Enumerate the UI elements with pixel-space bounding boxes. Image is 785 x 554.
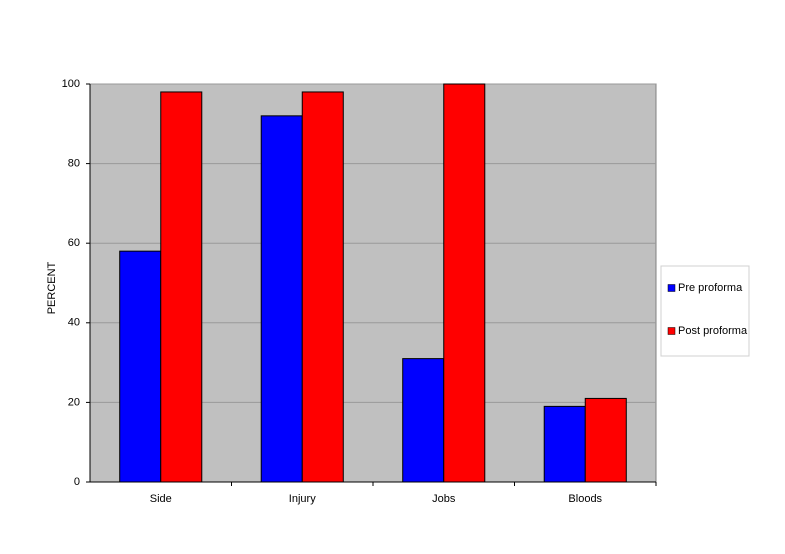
legend-swatch [667,284,676,292]
x-tick-label: Side [150,493,172,505]
legend-label: Post proforma [678,325,748,337]
bar [160,91,203,483]
y-tick-label: 100 [62,78,80,90]
bar [584,397,627,483]
x-tick-label: Injury [289,493,316,505]
legend-swatch [667,327,676,335]
bar [260,115,303,483]
bar [119,250,162,483]
bar [543,405,586,483]
legend [660,265,750,357]
y-tick-label: 0 [74,476,80,488]
bar [301,91,344,483]
x-tick-label: Jobs [432,493,456,505]
bar [402,358,445,483]
y-tick-label: 60 [68,237,80,249]
y-axis-label: PERCENT [46,261,58,314]
bar [443,83,486,483]
y-tick-label: 80 [68,158,80,170]
x-tick-label: Bloods [568,493,602,505]
legend-label: Pre proforma [678,282,743,294]
y-tick-label: 40 [68,317,80,329]
y-tick-label: 20 [68,396,80,408]
